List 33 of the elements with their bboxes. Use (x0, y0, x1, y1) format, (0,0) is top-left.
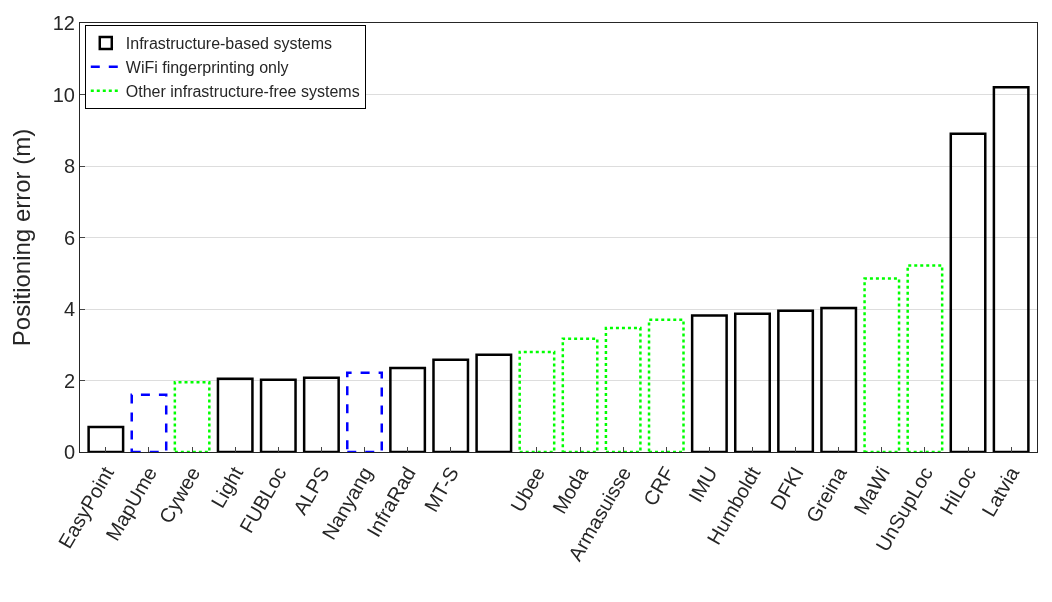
legend-label: Infrastructure-based systems (125, 35, 333, 53)
bar (87, 425, 125, 452)
bar (518, 350, 556, 452)
bar (259, 378, 297, 452)
bar (302, 376, 340, 452)
y-tick-label: 6 (63, 226, 75, 249)
y-tick-label: 8 (63, 155, 75, 177)
bar (173, 381, 211, 452)
bar (647, 318, 685, 452)
bar (216, 377, 254, 452)
legend-label: WiFi fingerprinting only (125, 59, 289, 77)
legend-label: Other infrastructure-free systems (125, 82, 360, 100)
bar (389, 366, 427, 452)
y-tick-label: 4 (63, 298, 75, 320)
y-axis-title: Positioning error (m) (7, 128, 35, 347)
bar (820, 306, 858, 452)
bar (130, 393, 168, 452)
bar (992, 86, 1030, 452)
bar (561, 337, 599, 452)
bar (432, 358, 470, 452)
bar (604, 326, 642, 452)
bar (346, 371, 384, 452)
y-tick-label: 10 (52, 83, 75, 106)
bar (475, 353, 513, 452)
bar (863, 277, 901, 452)
bar (777, 309, 815, 452)
y-tick-label: 0 (63, 441, 75, 463)
bar (949, 132, 987, 452)
y-tick-label: 2 (63, 369, 75, 392)
bar (690, 314, 728, 452)
bar (733, 312, 771, 452)
y-tick-label: 12 (52, 12, 75, 34)
bar (906, 264, 944, 452)
